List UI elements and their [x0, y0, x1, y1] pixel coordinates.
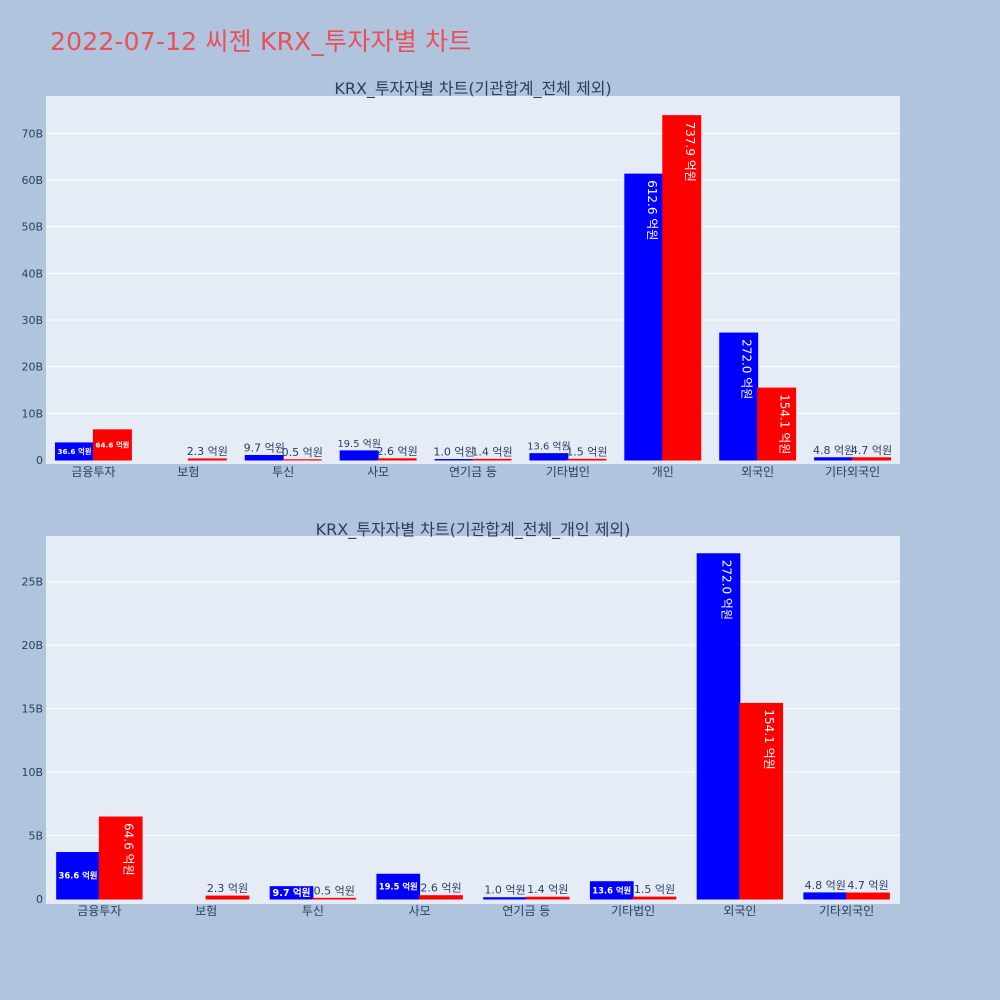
sell-bar — [312, 897, 357, 900]
sell-bar — [92, 429, 132, 461]
bar-value-label: 1.4 억원 — [471, 445, 512, 458]
sell-bar — [739, 702, 784, 900]
y-tick-label: 30B — [21, 314, 43, 327]
x-category-label: 금융투자 — [77, 904, 121, 918]
x-category-label: 기타외국인 — [825, 465, 880, 479]
sell-bar — [472, 458, 512, 461]
y-tick-label: 15B — [21, 703, 43, 716]
bar-value-label: 154.1 억원 — [778, 394, 792, 454]
sell-bar — [377, 458, 417, 461]
bar-value-label: 1.0 억원 — [433, 446, 474, 459]
bar-value-label: 4.7 억원 — [847, 879, 888, 892]
sell-bar — [525, 896, 570, 900]
bar-value-label: 19.5 억원 — [379, 882, 418, 892]
bar-value-label: 1.5 억원 — [634, 883, 675, 896]
bar-value-label: 2.6 억원 — [376, 445, 417, 458]
page-title: 2022-07-12 씨젠 KRX_투자자별 차트 — [50, 27, 472, 56]
bar-value-label: 13.6 억원 — [527, 441, 570, 453]
bar-value-label: 4.8 억원 — [813, 444, 854, 457]
y-tick-label: 40B — [21, 267, 43, 280]
bar-value-label: 36.6 억원 — [57, 447, 91, 456]
bar-value-label: 0.5 억원 — [314, 884, 355, 897]
bar-value-label: 4.8 억원 — [805, 879, 846, 892]
buy-bar — [339, 450, 379, 461]
buy-bar — [376, 873, 421, 900]
bar-value-label: 64.6 억원 — [95, 440, 129, 449]
bar-value-label: 2.6 억원 — [420, 882, 461, 895]
bar-value-label: 0.5 억원 — [282, 446, 323, 459]
sell-bar — [852, 457, 892, 461]
buy-bar — [589, 881, 634, 900]
buy-bar — [814, 457, 854, 461]
x-category-label: 보험 — [177, 465, 199, 479]
buy-bar — [624, 173, 664, 461]
sell-bar — [567, 458, 607, 461]
sell-bar — [632, 896, 677, 900]
buy-bar — [803, 892, 848, 900]
sell-bar — [419, 895, 463, 900]
x-category-label: 투신 — [272, 465, 294, 479]
bar-value-label: 64.6 억원 — [122, 823, 136, 876]
y-tick-label: 50B — [21, 221, 43, 234]
buy-bar — [483, 897, 527, 900]
bar-value-label: 13.6 억원 — [592, 885, 631, 895]
bar-value-label: 36.6 억원 — [59, 871, 98, 881]
bar-value-label: 1.5 억원 — [566, 445, 607, 458]
sell-bar — [757, 387, 797, 461]
sell-bar — [662, 115, 702, 461]
x-category-label: 사모 — [409, 904, 431, 918]
x-category-label: 외국인 — [723, 904, 756, 918]
bar-value-label: 9.7 억원 — [244, 441, 285, 454]
bar-value-label: 9.7 억원 — [273, 887, 311, 899]
sell-bar — [187, 458, 227, 461]
bar-value-label: 4.7 억원 — [851, 444, 892, 457]
chart-title: KRX_투자자별 차트(기관합계_전체 제외) — [334, 79, 611, 99]
sell-bar — [205, 895, 250, 900]
x-category-label: 보험 — [195, 904, 217, 918]
y-tick-label: 0 — [36, 454, 43, 467]
x-category-label: 기타법인 — [611, 904, 655, 918]
y-tick-label: 60B — [21, 174, 43, 187]
bar-value-label: 2.3 억원 — [207, 882, 248, 895]
y-tick-label: 10B — [21, 407, 43, 420]
bar-value-label: 1.0 억원 — [484, 884, 525, 897]
x-category-label: 금융투자 — [71, 465, 115, 479]
bar-value-label: 272.0 억원 — [720, 560, 734, 620]
x-category-label: 개인 — [652, 465, 674, 479]
y-tick-label: 20B — [21, 361, 43, 374]
x-category-label: 외국인 — [741, 465, 774, 479]
x-category-label: 연기금 등 — [449, 465, 497, 479]
sell-bar — [98, 816, 143, 900]
x-category-label: 기타법인 — [546, 465, 590, 479]
y-tick-label: 5B — [28, 830, 43, 843]
bar-value-label: 612.6 억원 — [645, 180, 659, 240]
bar-value-label: 2.3 억원 — [187, 445, 228, 458]
y-tick-label: 0 — [36, 893, 43, 906]
y-tick-label: 20B — [21, 639, 43, 652]
x-category-label: 연기금 등 — [502, 904, 550, 918]
sell-bar — [846, 892, 890, 900]
x-category-label: 기타외국인 — [819, 904, 874, 918]
x-category-label: 투신 — [302, 904, 324, 918]
bar-value-label: 737.9 억원 — [683, 122, 697, 182]
bar-value-label: 1.4 억원 — [527, 883, 568, 896]
bar-value-label: 272.0 억원 — [740, 339, 754, 399]
bar-value-label: 19.5 억원 — [337, 438, 380, 450]
chart-title: KRX_투자자별 차트(기관합계_전체_개인 제외) — [316, 520, 631, 540]
x-category-label: 사모 — [367, 465, 389, 479]
buy-bar — [244, 454, 284, 461]
buy-bar — [269, 886, 314, 900]
y-tick-label: 10B — [21, 766, 43, 779]
bar-value-label: 154.1 억원 — [762, 709, 776, 769]
buy-bar — [529, 453, 569, 461]
buy-bar — [56, 852, 100, 900]
y-tick-label: 70B — [21, 127, 43, 140]
y-tick-label: 25B — [21, 576, 43, 589]
